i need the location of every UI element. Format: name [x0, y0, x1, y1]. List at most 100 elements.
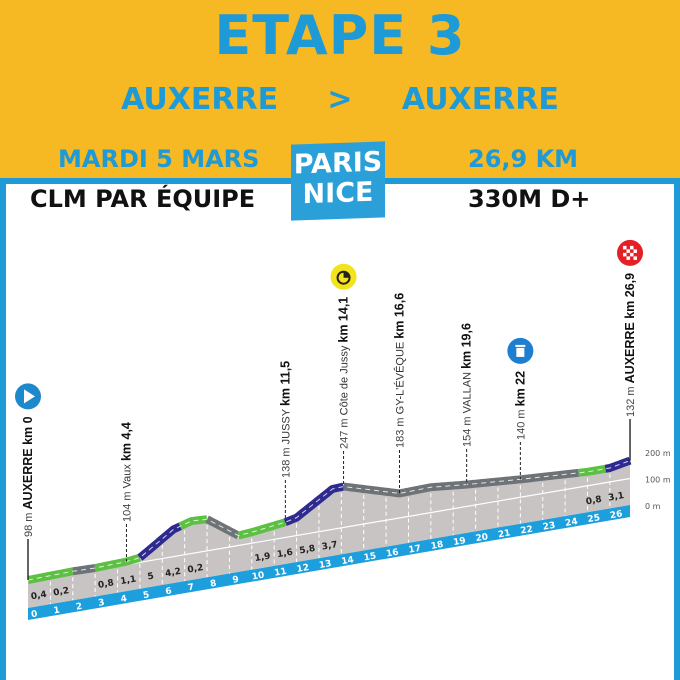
annotation-altitude: 140 m [515, 406, 527, 440]
annotation-label: 138 m JUSSY km 11,5 [278, 361, 292, 478]
annotation-km: km 22 [513, 371, 527, 406]
km-tick-label: 4 [120, 594, 128, 605]
annotation-altitude: 183 m [395, 414, 407, 448]
gradient-label: 0,2 [53, 586, 70, 599]
stage-route: AUXERRE > AUXERRE [0, 82, 680, 117]
annotation-km: km 4,4 [119, 422, 133, 461]
gradient-label: 5 [147, 572, 155, 583]
stage-climbing: 330M D+ [468, 185, 591, 213]
annotation-place: AUXERRE [623, 319, 637, 384]
profile-center-dashes [27, 460, 628, 581]
checker-cell [626, 249, 631, 253]
profile-side-face [28, 462, 631, 608]
annotation-km: km 19,6 [460, 323, 474, 369]
gradient-label: 1,1 [120, 575, 137, 588]
km-tick-label: 0 [30, 609, 38, 620]
km-tick-label: 14 [341, 555, 355, 567]
stage-type: CLM PAR ÉQUIPE [30, 185, 256, 213]
checker-cell [633, 249, 638, 253]
y-tick-label: 100 m [645, 475, 671, 484]
km-tick-label: 25 [587, 513, 601, 525]
bin-lid [515, 344, 526, 347]
annotation-place: GY-L'ÉVÊQUE [394, 339, 407, 415]
annotation-km: km 16,6 [393, 293, 407, 339]
km-tick-label: 9 [232, 575, 240, 586]
km-tick-label: 6 [165, 586, 173, 597]
km-tick-label: 2 [75, 602, 83, 613]
annotation-place: AUXERRE [21, 445, 35, 510]
annotation-altitude: 132 m [625, 383, 637, 417]
route-separator: > [327, 82, 353, 117]
y-tick-label: 200 m [645, 449, 671, 458]
km-tick-label: 10 [251, 571, 265, 583]
km-tick-label: 21 [497, 528, 511, 540]
gradient-label: 0,8 [97, 578, 114, 591]
gradient-label: 1,9 [254, 552, 271, 565]
stage-title: ETAPE 3 [214, 4, 466, 67]
finish-flag-icon [617, 239, 644, 266]
km-tick-label: 7 [187, 583, 195, 594]
annotation-place: JUSSY [280, 406, 292, 444]
km-tick-label: 15 [363, 551, 377, 563]
km-bar [28, 504, 631, 620]
annotation-km: km 11,5 [278, 361, 292, 406]
y-tick-label: 0 m [645, 502, 661, 511]
gradient-label: 0,4 [30, 590, 47, 603]
annotation-altitude: 138 m [280, 444, 292, 478]
km-tick-label: 23 [542, 521, 556, 533]
annotation-label: 140 m km 22 [513, 371, 527, 440]
gradient-label: 4,2 [164, 567, 181, 580]
checker-cell [626, 256, 631, 260]
gradient-label: 1,6 [276, 548, 293, 561]
annotation-label: 154 m VALLAN km 19,6 [460, 323, 474, 447]
km-tick-label: 5 [142, 590, 150, 601]
checker-cell [630, 245, 634, 250]
km-tick-label: 12 [296, 563, 310, 575]
km-tick-label: 3 [98, 598, 106, 609]
stage-date: MARDI 5 MARS [58, 145, 260, 173]
annotation-km: km 14,1 [337, 297, 351, 343]
start-play-icon [15, 383, 41, 410]
km-tick-label: 16 [385, 548, 399, 560]
bin-body [516, 347, 525, 357]
km-tick-label: 8 [209, 579, 217, 590]
km-tick-label: 26 [609, 509, 623, 521]
annotation-km: km 26,9 [623, 273, 637, 319]
gradient-label: 3,1 [608, 491, 625, 504]
km-tick-label: 1 [53, 606, 61, 617]
km-tick-label: 22 [520, 525, 534, 537]
waste-bin-icon [507, 337, 534, 364]
km-tick-label: 18 [430, 540, 444, 552]
km-tick-label: 24 [564, 517, 578, 529]
finish-town: AUXERRE [401, 82, 559, 117]
gradient-label: 0,2 [187, 563, 204, 576]
annotation-label: 104 m Vaux km 4,4 [119, 422, 133, 522]
checker-cell [633, 256, 638, 260]
annotation-place: Vaux [121, 461, 133, 488]
annotation-place: Côte de Jussy [339, 343, 351, 416]
km-tick-label: 13 [318, 559, 332, 571]
annotation-altitude: 247 m [339, 415, 351, 449]
gradient-label: 0,8 [585, 495, 602, 508]
km-tick-label: 17 [408, 544, 422, 556]
annotation-label: 183 m GY-L'ÉVÊQUE km 16,6 [393, 293, 407, 448]
checker-cell [623, 252, 627, 257]
gradient-label: 5,8 [299, 544, 316, 557]
start-town: AUXERRE [121, 82, 279, 117]
km-tick-label: 11 [274, 567, 288, 579]
gradient-label: 3,7 [321, 540, 338, 553]
stage-distance: 26,9 KM [468, 145, 579, 173]
checker-cell [623, 245, 627, 250]
annotation-label: 247 m Côte de Jussy km 14,1 [337, 297, 351, 449]
annotation-label: 98 m AUXERRE km 0 [21, 416, 35, 537]
stopwatch-hand [343, 271, 350, 278]
km-tick-label: 19 [453, 536, 467, 548]
profile-segment-purple [137, 522, 182, 561]
km-tick-label: 20 [475, 532, 489, 544]
annotation-altitude: 154 m [462, 413, 474, 447]
annotation-km: km 0 [21, 416, 35, 445]
annotation-label: 132 m AUXERRE km 26,9 [623, 273, 637, 417]
annotation-altitude: 98 m [23, 509, 35, 537]
annotation-altitude: 104 m [121, 488, 133, 522]
